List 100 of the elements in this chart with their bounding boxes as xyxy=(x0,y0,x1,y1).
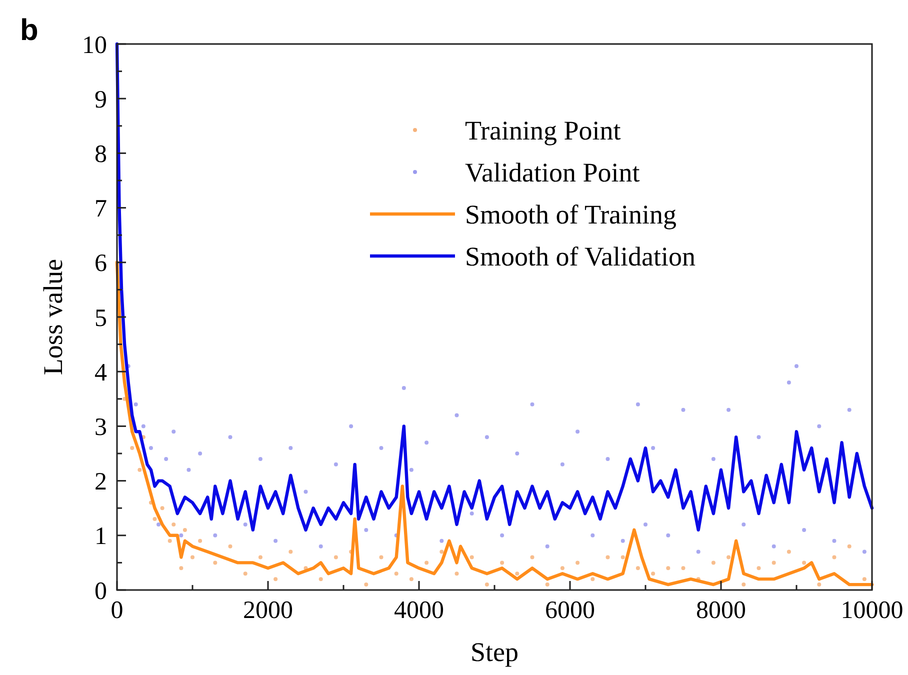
y-tick-label: 1 xyxy=(94,523,107,550)
point xyxy=(681,408,686,412)
y-tick-label: 8 xyxy=(94,140,107,168)
point xyxy=(636,402,640,406)
point xyxy=(515,452,520,456)
x-tick-label: 2000 xyxy=(243,597,293,624)
point xyxy=(168,538,172,543)
point xyxy=(681,566,686,570)
point xyxy=(454,413,459,418)
point xyxy=(334,555,338,560)
point xyxy=(258,456,262,461)
point xyxy=(847,408,852,412)
y-axis-title: Loss value xyxy=(38,258,68,376)
point xyxy=(530,555,534,560)
legend-label: Smooth of Validation xyxy=(465,241,696,272)
point xyxy=(802,560,806,565)
point xyxy=(213,533,218,538)
point xyxy=(379,555,384,560)
point xyxy=(560,462,564,466)
point xyxy=(164,456,168,461)
point xyxy=(606,456,610,461)
point xyxy=(130,446,134,450)
point xyxy=(334,462,338,466)
point xyxy=(847,544,852,548)
point xyxy=(756,435,761,440)
point xyxy=(182,528,187,532)
y-tick-label: 9 xyxy=(94,86,107,114)
point xyxy=(274,577,278,582)
point xyxy=(134,402,138,406)
point xyxy=(794,364,798,368)
point xyxy=(590,533,595,538)
point xyxy=(802,528,806,532)
point xyxy=(349,424,354,428)
point xyxy=(606,555,610,560)
point xyxy=(500,533,504,538)
point xyxy=(576,430,580,434)
point xyxy=(644,522,648,526)
point xyxy=(666,566,670,570)
x-tick-label: 8000 xyxy=(696,597,746,624)
point xyxy=(560,566,564,570)
point xyxy=(440,538,444,543)
point xyxy=(786,550,791,554)
point xyxy=(394,572,398,576)
line-series xyxy=(115,42,874,532)
point xyxy=(651,572,656,576)
y-tick-label: 5 xyxy=(94,304,107,332)
point xyxy=(726,555,731,560)
point xyxy=(772,560,776,565)
point xyxy=(160,506,164,510)
point xyxy=(318,577,323,582)
point xyxy=(500,560,504,565)
legend-label: Training Point xyxy=(465,115,622,146)
y-tick-label: 4 xyxy=(94,359,108,386)
point xyxy=(288,446,293,450)
point xyxy=(666,533,670,538)
point xyxy=(198,452,202,456)
x-tick-label: 10000 xyxy=(840,597,904,624)
point xyxy=(198,538,202,543)
x-tick-label: 4000 xyxy=(394,597,444,624)
point xyxy=(742,522,746,526)
point xyxy=(817,424,822,428)
point xyxy=(711,560,716,565)
point xyxy=(545,544,550,548)
point xyxy=(726,408,731,412)
point xyxy=(258,555,262,560)
point xyxy=(576,560,580,565)
point xyxy=(409,468,414,472)
point xyxy=(651,446,656,450)
point xyxy=(364,582,368,587)
point xyxy=(141,424,146,428)
point xyxy=(545,582,550,587)
point xyxy=(148,446,153,450)
legend-label: Validation Point xyxy=(465,157,640,188)
point xyxy=(470,512,474,516)
point xyxy=(470,555,474,560)
point xyxy=(156,522,161,526)
point xyxy=(832,538,836,543)
x-axis-title: Step xyxy=(470,637,519,667)
point xyxy=(288,550,293,554)
point xyxy=(756,566,761,570)
y-tick-label: 2 xyxy=(94,468,107,496)
point xyxy=(228,435,232,440)
x-tick-label: 6000 xyxy=(545,597,595,624)
point xyxy=(817,582,822,587)
point xyxy=(711,456,716,461)
point xyxy=(424,560,429,565)
point xyxy=(172,522,176,526)
point xyxy=(186,468,191,472)
point xyxy=(172,430,176,434)
y-tick-label: 3 xyxy=(94,414,107,441)
point xyxy=(138,468,142,472)
point xyxy=(274,538,278,543)
point xyxy=(318,544,323,548)
point xyxy=(243,522,248,526)
point xyxy=(424,440,429,445)
legend-label: Smooth of Training xyxy=(465,199,677,230)
point xyxy=(454,572,459,576)
text: b xyxy=(20,14,38,47)
point xyxy=(213,560,218,565)
point xyxy=(364,528,368,532)
